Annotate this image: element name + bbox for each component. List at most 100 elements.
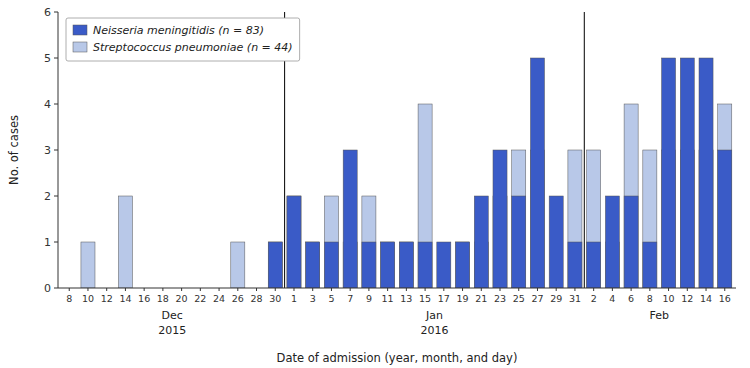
x-axis-line (58, 288, 736, 289)
x-tick-label: 25 (513, 293, 525, 304)
x-tick (631, 288, 632, 291)
bar (268, 242, 282, 288)
x-tick (219, 288, 220, 291)
x-tick (106, 288, 107, 291)
legend: Neisseria meningitidis (n = 83) Streptoco… (66, 18, 300, 61)
x-tick-label: 21 (475, 293, 487, 304)
y-tick-label: 0 (44, 282, 51, 295)
x-tick (687, 288, 688, 291)
x-tick (256, 288, 257, 291)
bar (549, 196, 563, 288)
x-tick (724, 288, 725, 291)
x-tick (350, 288, 351, 291)
x-tick-label: 10 (82, 293, 94, 304)
bar (399, 242, 413, 288)
x-tick-label: 6 (628, 293, 634, 304)
y-tick (54, 104, 58, 105)
bar (456, 242, 470, 288)
bar (530, 58, 544, 288)
y-tick-label: 5 (44, 52, 51, 65)
x-tick (443, 288, 444, 291)
legend-label: Neisseria meningitidis (n = 83) (93, 24, 264, 37)
y-tick-label: 4 (44, 98, 51, 111)
month-label: Feb (649, 309, 668, 322)
x-tick-label: 28 (250, 293, 262, 304)
bar (81, 242, 95, 288)
month-label: 2015 (158, 324, 186, 337)
bar (643, 242, 657, 288)
x-tick-label: 17 (438, 293, 450, 304)
x-tick-label: 13 (400, 293, 412, 304)
x-tick (612, 288, 613, 291)
x-tick (537, 288, 538, 291)
bar (343, 150, 357, 288)
x-tick (144, 288, 145, 291)
x-axis-label: Date of admission (year, month, and day) (277, 351, 518, 365)
x-tick (162, 288, 163, 291)
x-tick-label: 2 (591, 293, 597, 304)
bar (418, 104, 432, 288)
legend-label: Streptococcus pneumoniae (n = 44) (93, 41, 293, 54)
x-tick-label: 16 (719, 293, 731, 304)
x-tick (462, 288, 463, 291)
bar (718, 150, 732, 288)
bar (381, 242, 395, 288)
x-tick (649, 288, 650, 291)
x-tick (481, 288, 482, 291)
x-tick (368, 288, 369, 291)
x-tick-label: 31 (569, 293, 581, 304)
x-tick-label: 24 (213, 293, 225, 304)
bar (456, 242, 470, 288)
bar (587, 150, 601, 288)
bar (605, 196, 619, 288)
bar (231, 242, 245, 288)
x-tick-label: 8 (66, 293, 72, 304)
x-tick (425, 288, 426, 291)
legend-item: Neisseria meningitidis (n = 83) (73, 24, 264, 37)
x-tick-label: 23 (494, 293, 506, 304)
x-tick-label: 8 (647, 293, 653, 304)
x-tick-label: 14 (119, 293, 131, 304)
x-tick-label: 4 (609, 293, 615, 304)
x-tick-label: 29 (550, 293, 562, 304)
x-tick (275, 288, 276, 291)
bar (381, 242, 395, 288)
x-tick-label: 18 (157, 293, 169, 304)
x-tick-label: 16 (138, 293, 150, 304)
x-tick (87, 288, 88, 291)
y-tick-label: 2 (44, 190, 51, 203)
x-tick (331, 288, 332, 291)
x-tick-label: 14 (700, 293, 712, 304)
bar (399, 242, 413, 288)
bar (287, 196, 301, 288)
y-tick (54, 196, 58, 197)
x-tick-label: 26 (232, 293, 244, 304)
y-tick (54, 150, 58, 151)
x-tick-label: 22 (194, 293, 206, 304)
x-tick-label: 12 (101, 293, 113, 304)
bar (418, 242, 432, 288)
x-tick (237, 288, 238, 291)
x-tick (181, 288, 182, 291)
bar (512, 150, 526, 288)
bar (493, 150, 507, 288)
chart-container: 0123456810121416182022242628301357911131… (0, 0, 750, 368)
x-tick-label: 10 (663, 293, 675, 304)
bar (643, 150, 657, 288)
legend-swatch (73, 25, 87, 35)
bar (568, 242, 582, 288)
bar (662, 58, 676, 288)
bar (324, 242, 338, 288)
x-tick-label: 12 (681, 293, 693, 304)
month-label: Dec (162, 309, 183, 322)
bar (624, 104, 638, 288)
bar (699, 58, 713, 288)
bar (287, 196, 301, 288)
x-tick-label: 15 (419, 293, 431, 304)
chart: 0123456810121416182022242628301357911131… (0, 0, 750, 368)
x-tick (200, 288, 201, 291)
bar (474, 196, 488, 288)
x-tick-label: 9 (366, 293, 372, 304)
x-tick-label: 30 (269, 293, 281, 304)
legend-swatch (73, 42, 87, 52)
